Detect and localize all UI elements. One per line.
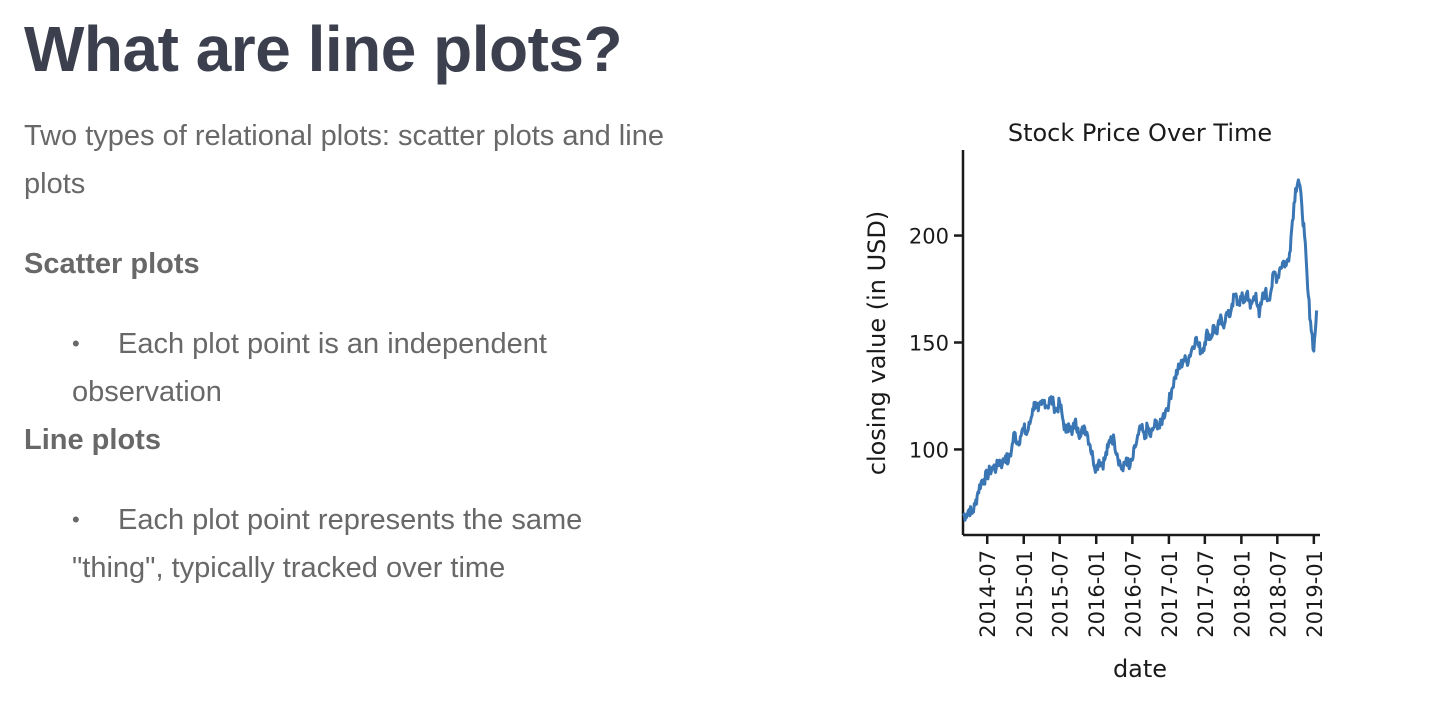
y-axis-label: closing value (in USD): [863, 211, 891, 476]
x-tick-label: 2017-07: [1194, 550, 1218, 638]
x-tick-label: 2017-01: [1158, 550, 1182, 638]
slide-content: Two types of relational plots: scatter p…: [24, 112, 704, 592]
scatter-plots-list: • Each plot point is an independent obser…: [24, 320, 704, 416]
x-tick-label: 2014-07: [976, 550, 1000, 638]
plot-area: 100 150 200 2014-07 2015-01 2015-07 2016-01 201…: [909, 150, 1327, 638]
stock-price-chart: Stock Price Over Time 100 150 200 2014-07 20…: [855, 105, 1335, 705]
x-tick-label: 2019-01: [1303, 550, 1327, 638]
x-tick-label: 2015-01: [1013, 550, 1037, 638]
bullet-icon: •: [72, 331, 80, 356]
x-tick-label: 2018-07: [1266, 550, 1290, 638]
y-tick-label: 150: [909, 332, 949, 356]
x-tick-label: 2018-01: [1230, 550, 1254, 638]
slide-title: What are line plots?: [24, 13, 623, 85]
intro-text: Two types of relational plots: scatter p…: [24, 120, 664, 200]
list-item: • Each plot point is an independent obser…: [72, 320, 632, 416]
x-tick-label: 2015-07: [1049, 550, 1073, 638]
bullet-text: Each plot point is an independent observ…: [72, 328, 547, 408]
list-item: • Each plot point represents the same "th…: [72, 496, 632, 592]
x-tick-label: 2016-01: [1085, 550, 1109, 638]
y-tick-label: 100: [909, 438, 949, 462]
x-axis-label: date: [1113, 655, 1167, 683]
line-plots-heading: Line plots: [24, 424, 161, 456]
scatter-plots-heading: Scatter plots: [24, 248, 200, 280]
x-tick-label: 2016-07: [1121, 550, 1145, 638]
series-line: [961, 178, 1319, 522]
bullet-icon: •: [72, 507, 80, 532]
chart-svg: Stock Price Over Time 100 150 200 2014-07 20…: [863, 119, 1327, 683]
bullet-text: Each plot point represents the same "thi…: [72, 504, 583, 584]
y-tick-label: 200: [909, 225, 949, 249]
chart-title: Stock Price Over Time: [1008, 119, 1272, 147]
line-plots-list: • Each plot point represents the same "th…: [24, 496, 704, 592]
